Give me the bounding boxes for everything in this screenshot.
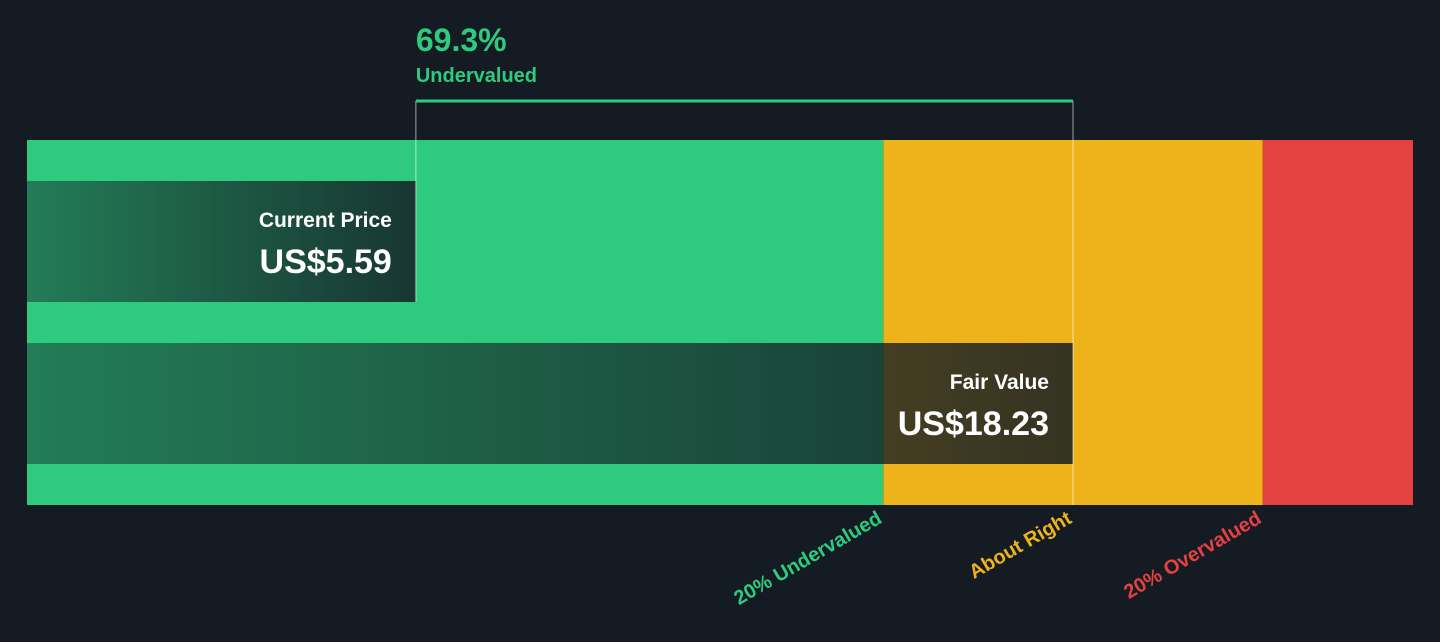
bars xyxy=(27,99,1074,505)
bar-value-label: US$5.59 xyxy=(260,243,392,281)
bar-category: Current Price xyxy=(259,209,392,232)
bar-value-label: US$18.23 xyxy=(898,405,1049,443)
value-bar xyxy=(27,343,1073,464)
zone-label: 20% Overvalued xyxy=(1120,507,1265,603)
zone-label: About Right xyxy=(965,507,1075,583)
zone-label: 20% Undervalued xyxy=(730,507,885,609)
bar-category: Fair Value xyxy=(950,371,1049,394)
value-bar xyxy=(27,181,416,302)
zone xyxy=(1262,140,1413,505)
discount-percent: 69.3% xyxy=(416,22,507,58)
discount-text: Undervalued xyxy=(416,65,537,87)
